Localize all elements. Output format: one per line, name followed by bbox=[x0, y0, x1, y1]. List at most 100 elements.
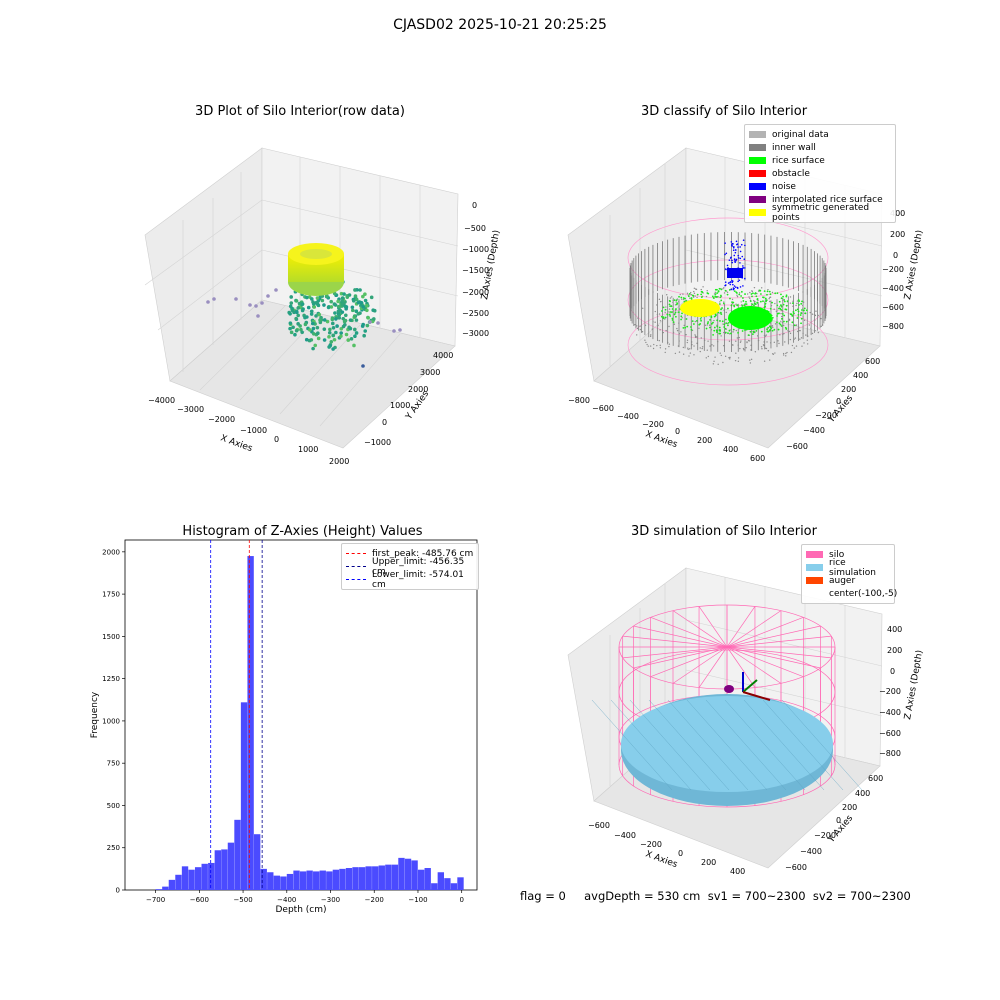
legend-swatch bbox=[806, 577, 823, 584]
scatter-point bbox=[693, 290, 695, 293]
histogram-bar bbox=[437, 872, 445, 890]
scatter-point bbox=[681, 312, 683, 315]
scatter-point bbox=[336, 309, 341, 314]
legend-label: rice simulation bbox=[829, 557, 876, 578]
scatter-point bbox=[690, 293, 693, 296]
scatter-point bbox=[737, 246, 739, 248]
scatter-point bbox=[677, 311, 680, 314]
scatter-point bbox=[739, 341, 742, 344]
scatter-point bbox=[353, 334, 357, 338]
scatter-point bbox=[664, 348, 667, 350]
scatter-point bbox=[309, 312, 314, 316]
histogram-bar bbox=[385, 864, 392, 890]
silo-rib bbox=[726, 625, 821, 648]
scatter-point bbox=[639, 325, 641, 327]
scatter-point bbox=[745, 303, 748, 306]
classify-inner-wall bbox=[629, 232, 827, 352]
scatter-point bbox=[732, 328, 735, 331]
scatter-point bbox=[296, 322, 300, 326]
legend-label: symmetric generated points bbox=[772, 202, 870, 223]
scatter-point bbox=[789, 338, 792, 341]
histogram-bar bbox=[319, 870, 326, 890]
scatter-point bbox=[805, 309, 808, 312]
histogram-bar bbox=[365, 866, 372, 890]
scatter-point bbox=[771, 301, 773, 304]
scatter-point bbox=[803, 342, 805, 344]
scatter-point bbox=[733, 258, 736, 261]
scatter-point bbox=[728, 329, 731, 332]
y-tick-label: 0 bbox=[116, 887, 120, 895]
scatter-point bbox=[766, 341, 768, 343]
scatter-point bbox=[671, 308, 674, 310]
scatter-point bbox=[757, 304, 760, 306]
scatter-point bbox=[798, 304, 800, 306]
scatter-point bbox=[668, 313, 671, 316]
scatter-point bbox=[723, 344, 725, 347]
scatter-point bbox=[748, 296, 750, 298]
scatter-point bbox=[739, 286, 742, 288]
x-tick-label: −200 bbox=[365, 896, 384, 904]
silo-rib bbox=[726, 646, 804, 678]
scatter-point bbox=[766, 290, 769, 293]
scatter-point bbox=[745, 300, 747, 303]
scatter-point bbox=[793, 338, 795, 340]
scatter-point bbox=[780, 308, 782, 311]
scatter-point bbox=[687, 294, 689, 296]
scatter-point bbox=[815, 310, 817, 312]
scatter-point bbox=[340, 296, 345, 300]
scatter-point bbox=[651, 328, 653, 330]
scatter-point bbox=[740, 295, 743, 297]
scatter-point bbox=[707, 355, 710, 358]
scatter-point bbox=[798, 300, 801, 303]
scatter-point bbox=[260, 301, 264, 305]
scatter-point bbox=[683, 324, 685, 327]
scatter-point bbox=[760, 330, 763, 333]
scatter-point bbox=[755, 329, 758, 332]
cls-xtick: −200 bbox=[642, 420, 664, 429]
scatter-point bbox=[676, 327, 678, 330]
scatter-point bbox=[661, 310, 663, 312]
scatter-point bbox=[636, 325, 638, 327]
scatter-point bbox=[763, 334, 766, 337]
classify-points bbox=[634, 239, 824, 365]
silo-rib bbox=[633, 625, 728, 648]
scatter-point bbox=[297, 301, 302, 306]
scatter-point bbox=[732, 249, 735, 252]
scatter-point bbox=[722, 323, 724, 325]
scatter-point bbox=[764, 299, 767, 301]
scatter-point bbox=[728, 340, 731, 342]
histogram-threshold-lines bbox=[210, 540, 263, 890]
cls-xtick: 400 bbox=[723, 445, 738, 454]
scatter-point bbox=[666, 294, 668, 296]
scatter-point bbox=[733, 305, 736, 308]
scatter-point bbox=[740, 290, 743, 293]
legend-label: original data bbox=[772, 129, 829, 140]
histogram-bar bbox=[299, 871, 307, 890]
silo-rib bbox=[672, 646, 728, 684]
legend-swatch bbox=[806, 551, 823, 558]
scatter-point bbox=[672, 331, 675, 334]
sim-ztick: 200 bbox=[887, 646, 902, 655]
scatter-point bbox=[723, 326, 726, 328]
scatter-point bbox=[720, 354, 722, 357]
scatter-point bbox=[656, 344, 658, 347]
scatter-point bbox=[756, 292, 758, 295]
scatter-point bbox=[724, 327, 727, 330]
histogram-bar bbox=[345, 868, 353, 890]
scatter-point bbox=[710, 329, 713, 331]
histogram-chart: −700 −600 −500 −400 −300 −200 −100 0 0 250 500 750… bbox=[90, 539, 478, 915]
scatter-point bbox=[744, 267, 746, 269]
scatter-point bbox=[755, 295, 758, 298]
scatter-point bbox=[717, 363, 719, 365]
y-tick-label: 1000 bbox=[102, 717, 120, 725]
raw-ytick: 2000 bbox=[408, 385, 428, 394]
scatter-point bbox=[349, 337, 354, 341]
legend-swatch bbox=[749, 170, 766, 177]
sim-ztick: −600 bbox=[879, 729, 901, 738]
raw-ytick: 4000 bbox=[433, 351, 453, 360]
scatter-point bbox=[799, 329, 801, 332]
scatter-point bbox=[673, 299, 676, 302]
scatter-point bbox=[751, 295, 753, 298]
histogram-bar bbox=[332, 869, 340, 890]
scatter-point bbox=[317, 312, 322, 317]
